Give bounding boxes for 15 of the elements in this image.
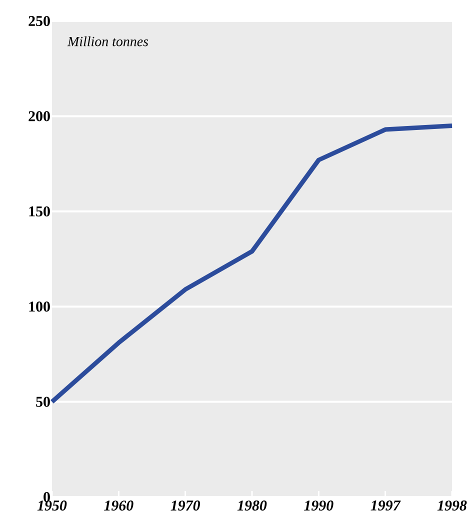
x-tick-label: 1970 [170, 500, 200, 511]
y-tick-label: 200 [28, 111, 50, 122]
y-tick-label: 0 [44, 492, 50, 502]
line-series [50, 123, 454, 404]
y-tick-label: 50 [36, 396, 50, 407]
y-tick-label: 100 [29, 302, 50, 312]
x-tick-label: 1980 [237, 500, 267, 511]
y-tick-label: 250 [28, 16, 50, 26]
x-tick-label: 1997 [370, 500, 401, 511]
y-axis-title: Million tonnes [67, 36, 148, 46]
x-tick-label: 1990 [304, 500, 334, 511]
x-tick-label: 1950 [37, 500, 67, 511]
x-tick-label: 1998 [437, 500, 467, 511]
x-tick-label: 1960 [104, 500, 134, 511]
y-tick-label: 150 [29, 206, 50, 216]
